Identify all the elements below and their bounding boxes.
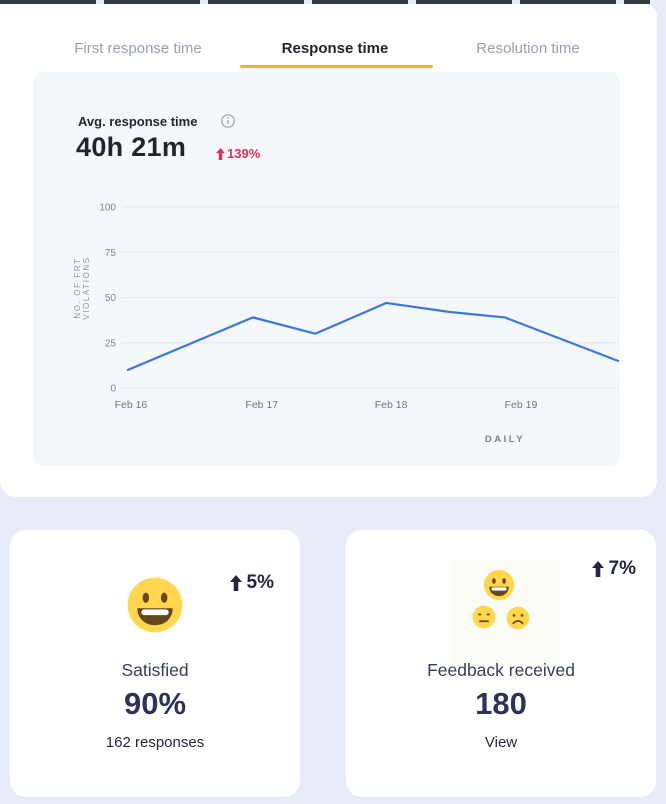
x-tick-label: Feb 18 [375,399,408,411]
satisfied-change-value: 5% [246,572,274,593]
x-axis-title: DAILY [484,434,526,445]
up-arrow-icon [591,561,604,577]
x-tick-label: Feb 17 [245,399,278,411]
satisfied-card: 5% Satisfied 90% 162 responses [10,530,300,797]
x-tick-label: Feb 16 [115,399,148,411]
satisfied-change-badge: 5% [229,572,274,594]
metric-change-value: 139% [227,146,261,161]
y-tick-label: 25 [105,338,117,349]
frowning-face-icon [506,606,530,630]
metric-change: 139% [216,146,260,161]
y-tick-label: 100 [99,203,116,214]
y-tick-label: 50 [105,293,117,304]
feedback-value: 180 [475,686,527,721]
satisfied-title: Satisfied [121,660,189,680]
feedback-title: Feedback received [427,660,575,680]
tab-first-response-time[interactable]: First response time [74,40,202,57]
up-arrow-icon [229,575,242,591]
metric-label: Avg. response time [78,114,198,129]
satisfied-value: 90% [123,686,187,721]
y-tick-label: 0 [110,384,116,395]
expressionless-face-icon [472,605,496,629]
response-time-chart-card: Avg. response time 40h 21m 139% NO. OF F… [33,72,620,466]
line-chart: 100 75 50 25 0 Feb 16 Feb 17 Feb 18 Feb 19 [99,203,620,411]
y-tick-label: 75 [105,248,117,259]
up-arrow-icon [216,147,225,160]
frt-violations-line [126,301,620,371]
active-tab-indicator [240,65,433,68]
grinning-face-icon [126,576,184,634]
satisfied-responses-count: 162 responses [105,734,205,751]
feedback-change-badge: 7% [591,558,636,580]
cropped-top-edge [0,0,650,4]
tab-resolution-time[interactable]: Resolution time [476,40,580,57]
grinning-face-icon [483,569,515,601]
report-panel: First response time Response time Resolu… [0,4,657,497]
info-icon[interactable] [221,114,235,128]
feedback-view-link[interactable]: View [484,734,518,751]
metric-value: 40h 21m [76,132,187,162]
feedback-change-value: 7% [608,558,636,579]
tab-response-time[interactable]: Response time [281,40,389,57]
x-tick-label: Feb 19 [505,399,538,411]
feedback-card: 7% Feedback received 180 View [346,530,656,797]
